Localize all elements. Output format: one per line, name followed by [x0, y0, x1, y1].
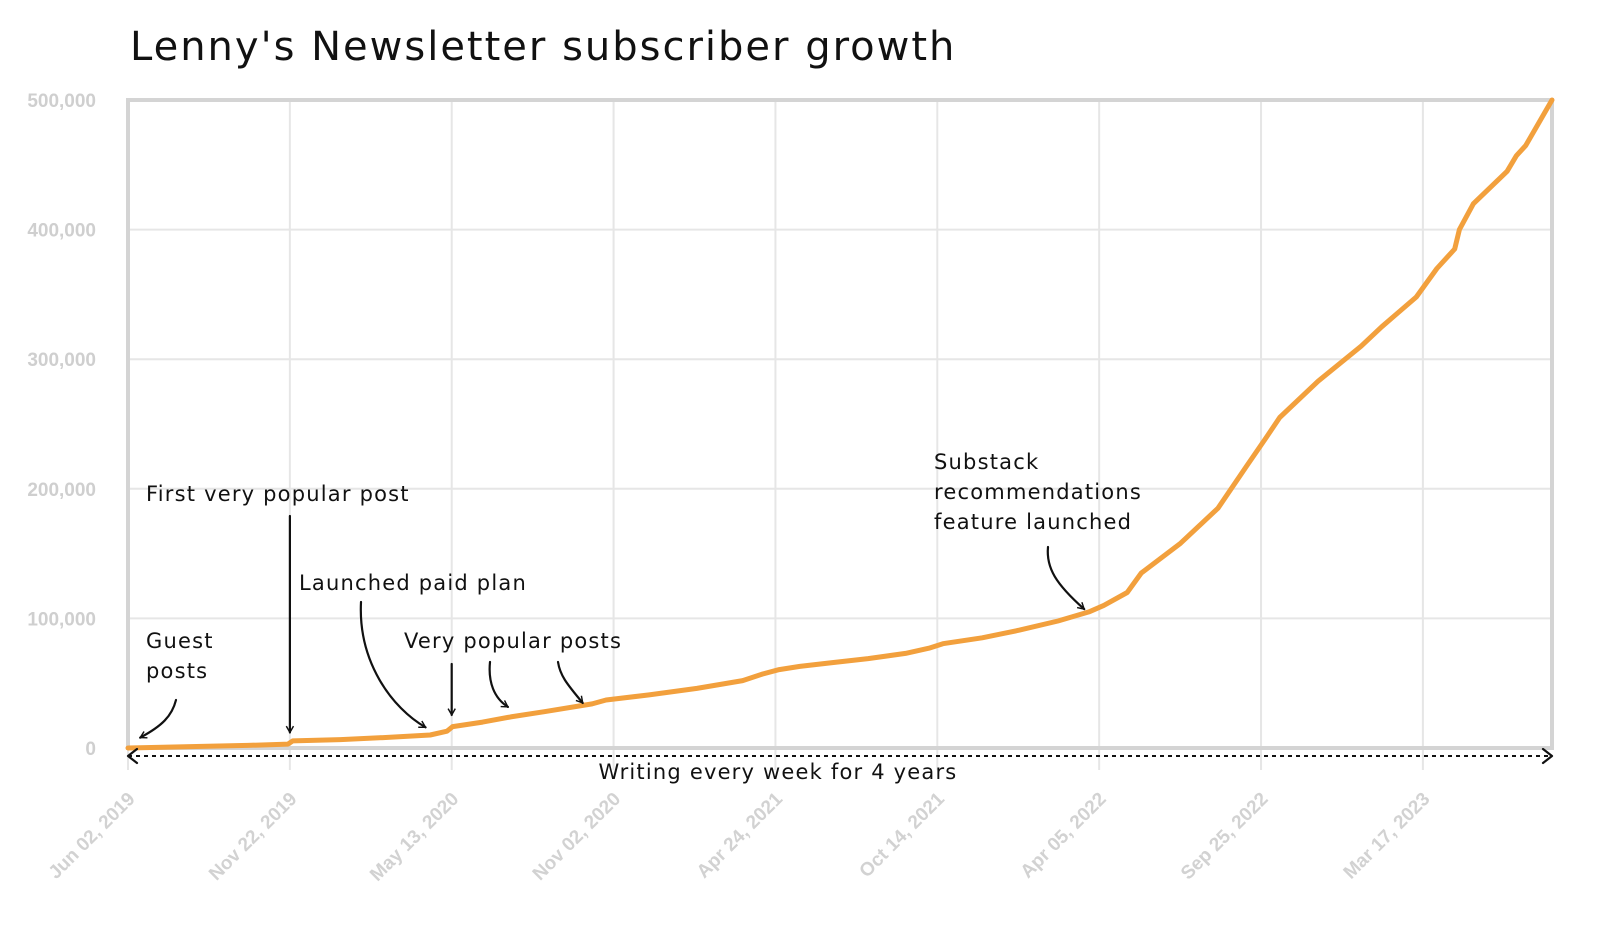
- series-layer: [125, 97, 1555, 751]
- y-tick-label: 100,000: [27, 609, 96, 630]
- y-tick-label: 0: [85, 739, 96, 760]
- x-tick-label: Oct 14, 2021: [856, 788, 950, 882]
- arrow-very-popular-post-2: [488, 660, 510, 708]
- arrow-very-popular-post-3: [556, 660, 584, 705]
- annotation-launched-paid-plan: Launched paid plan: [299, 571, 527, 595]
- y-tick-label: 300,000: [27, 350, 96, 371]
- y-tick-label: 400,000: [27, 221, 96, 242]
- annotations: Guest posts First very popular post Launche…: [126, 450, 1554, 784]
- span-arrowhead-left: [126, 747, 139, 765]
- annotation-first-popular-post: First very popular post: [146, 482, 410, 506]
- x-tick-label: Sep 25, 2022: [1177, 789, 1273, 885]
- annotation-guest-posts: Guest posts: [146, 629, 214, 683]
- annotation-substack-recommendations: Substack recommendations feature launched: [934, 450, 1142, 534]
- x-tick-label: Jun 02, 2019: [45, 789, 140, 884]
- y-tick-label: 200,000: [27, 480, 96, 501]
- y-axis-tick-labels: 0 100,000 200,000 300,000 400,000 500,000: [27, 91, 96, 760]
- y-tick-label: 500,000: [27, 91, 96, 112]
- span-arrowhead-right: [1541, 747, 1554, 765]
- x-tick-label: May 13, 2020: [366, 789, 463, 886]
- arrow-substack-recommendations: [1046, 545, 1086, 611]
- x-tick-label: Nov 22, 2019: [205, 789, 301, 885]
- x-tick-label: Apr 24, 2021: [693, 788, 787, 882]
- x-tick-label: Mar 17, 2023: [1340, 789, 1435, 884]
- arrow-launched-paid-plan: [359, 600, 427, 729]
- grid-lines: [127, 99, 1552, 770]
- arrow-guest-posts: [138, 698, 178, 739]
- x-tick-label: Nov 02, 2020: [529, 789, 625, 885]
- x-axis-tick-labels: Jun 02, 2019 Nov 22, 2019 May 13, 2020 Nov …: [45, 788, 1435, 885]
- annotation-very-popular-posts: Very popular posts: [404, 629, 622, 653]
- x-tick-label: Apr 05, 2022: [1017, 789, 1111, 883]
- span-label: Writing every week for 4 years: [599, 760, 958, 784]
- chart-title: Lenny's Newsletter subscriber growth: [130, 24, 956, 70]
- plot-frame: [126, 98, 1554, 750]
- series-line: [125, 97, 1555, 751]
